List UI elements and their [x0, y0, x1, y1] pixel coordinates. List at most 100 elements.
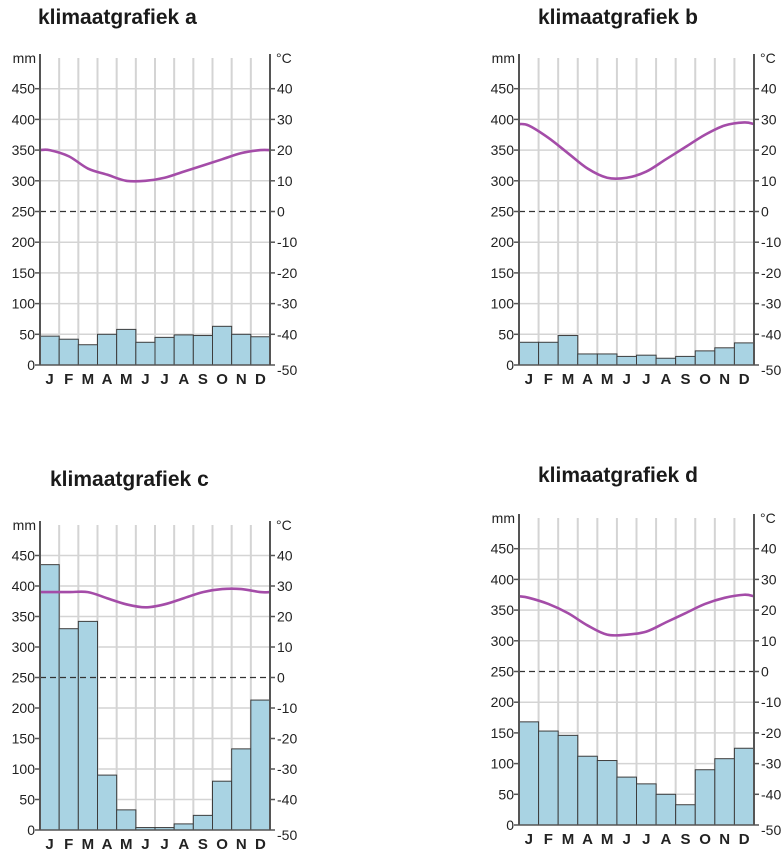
precipitation-bar — [212, 780, 233, 831]
month-label: J — [45, 836, 53, 853]
right-unit-label: °C — [760, 510, 776, 526]
left-tick-label: 350 — [12, 609, 36, 625]
left-tick-label: 300 — [491, 633, 515, 649]
left-tick-label: 0 — [27, 357, 35, 373]
precipitation-bar — [231, 333, 252, 366]
month-label: A — [660, 371, 671, 388]
precipitation-bar — [173, 334, 194, 366]
month-label: A — [102, 836, 113, 853]
right-tick-label: 20 — [277, 142, 293, 158]
month-label: O — [699, 371, 711, 388]
month-label: D — [255, 371, 266, 388]
precipitation-bar — [733, 747, 755, 826]
precipitation-bar — [39, 564, 60, 831]
left-unit-label: mm — [13, 517, 36, 533]
precipitation-bar — [596, 353, 618, 366]
precipitation-bar — [714, 347, 735, 366]
right-tick-label: 40 — [277, 81, 293, 97]
month-label: J — [642, 371, 650, 388]
month-label: O — [216, 371, 228, 388]
chart-title: klimaatgrafiek a — [38, 6, 197, 29]
month-label: F — [64, 371, 73, 388]
month-label: M — [601, 831, 614, 848]
right-tick-label: 40 — [277, 548, 293, 564]
month-label: O — [216, 836, 228, 853]
chart-a-plot: 050100150200250300350400450-50-40-30-20-… — [12, 50, 298, 388]
month-label: N — [236, 371, 247, 388]
right-unit-label: °C — [276, 50, 292, 66]
month-label: F — [544, 831, 553, 848]
month-label: N — [719, 371, 730, 388]
month-label: S — [198, 371, 208, 388]
right-tick-label: -50 — [277, 362, 297, 378]
month-label: N — [236, 836, 247, 853]
right-tick-label: -10 — [277, 700, 297, 716]
precipitation-bar — [518, 341, 540, 366]
right-tick-label: -50 — [761, 362, 781, 378]
right-tick-label: -20 — [761, 265, 781, 281]
precipitation-bar — [596, 760, 618, 826]
right-tick-label: 40 — [761, 81, 777, 97]
left-tick-label: 450 — [491, 81, 515, 97]
precipitation-bar — [154, 336, 175, 366]
month-label: J — [45, 371, 53, 388]
month-label: J — [525, 831, 533, 848]
month-label: M — [562, 371, 575, 388]
chart-title: klimaatgrafiek c — [50, 468, 209, 491]
precipitation-bar — [636, 783, 657, 826]
month-label: D — [739, 371, 750, 388]
right-tick-label: -20 — [277, 731, 297, 747]
month-label: S — [680, 831, 690, 848]
grid — [519, 58, 754, 365]
right-tick-label: 10 — [761, 173, 777, 189]
precipitation-bar — [192, 814, 213, 831]
month-label: A — [102, 371, 113, 388]
left-tick-label: 400 — [12, 111, 36, 127]
left-tick-label: 150 — [491, 265, 515, 281]
precipitation-bar — [135, 341, 156, 366]
left-tick-label: 350 — [491, 142, 515, 158]
left-tick-label: 50 — [19, 326, 35, 342]
precipitation-bar — [538, 341, 559, 366]
left-tick-label: 100 — [491, 296, 515, 312]
left-tick-label: 100 — [12, 296, 36, 312]
month-label: J — [525, 371, 533, 388]
left-tick-label: 400 — [491, 571, 515, 587]
precipitation-bar — [116, 328, 137, 366]
temperature-line — [518, 121, 755, 180]
chart-d-plot: 050100150200250300350400450-50-40-30-20-… — [491, 510, 782, 848]
month-label: J — [141, 371, 149, 388]
precipitation-bar — [173, 823, 194, 831]
month-label: J — [160, 371, 168, 388]
left-tick-label: 200 — [12, 700, 36, 716]
left-tick-label: 300 — [12, 173, 36, 189]
month-label: N — [719, 831, 730, 848]
month-label: J — [160, 836, 168, 853]
precipitation-bar — [733, 342, 755, 366]
left-tick-label: 200 — [491, 694, 515, 710]
right-tick-label: 0 — [761, 204, 769, 220]
month-label: J — [623, 831, 631, 848]
left-tick-label: 350 — [491, 602, 515, 618]
month-label: M — [120, 836, 133, 853]
precipitation-bar — [116, 809, 137, 831]
left-tick-label: 200 — [12, 234, 36, 250]
month-label: M — [120, 371, 133, 388]
right-tick-label: 20 — [761, 602, 777, 618]
left-unit-label: mm — [492, 50, 515, 66]
chart-b-plot: 050100150200250300350400450-50-40-30-20-… — [491, 50, 782, 388]
left-tick-label: 300 — [491, 173, 515, 189]
precipitation-bar — [714, 758, 735, 826]
left-tick-label: 0 — [27, 822, 35, 838]
right-tick-label: -50 — [761, 822, 781, 838]
chart-title: klimaatgrafiek d — [538, 464, 698, 487]
precipitation-bar — [675, 804, 696, 826]
left-tick-label: 250 — [12, 670, 36, 686]
left-tick-label: 100 — [491, 756, 515, 772]
precipitation-bar — [616, 355, 638, 366]
right-tick-label: -20 — [277, 265, 297, 281]
left-tick-label: 200 — [491, 234, 515, 250]
left-tick-label: 50 — [19, 792, 35, 808]
month-label: A — [178, 836, 189, 853]
right-tick-label: -50 — [277, 827, 297, 843]
